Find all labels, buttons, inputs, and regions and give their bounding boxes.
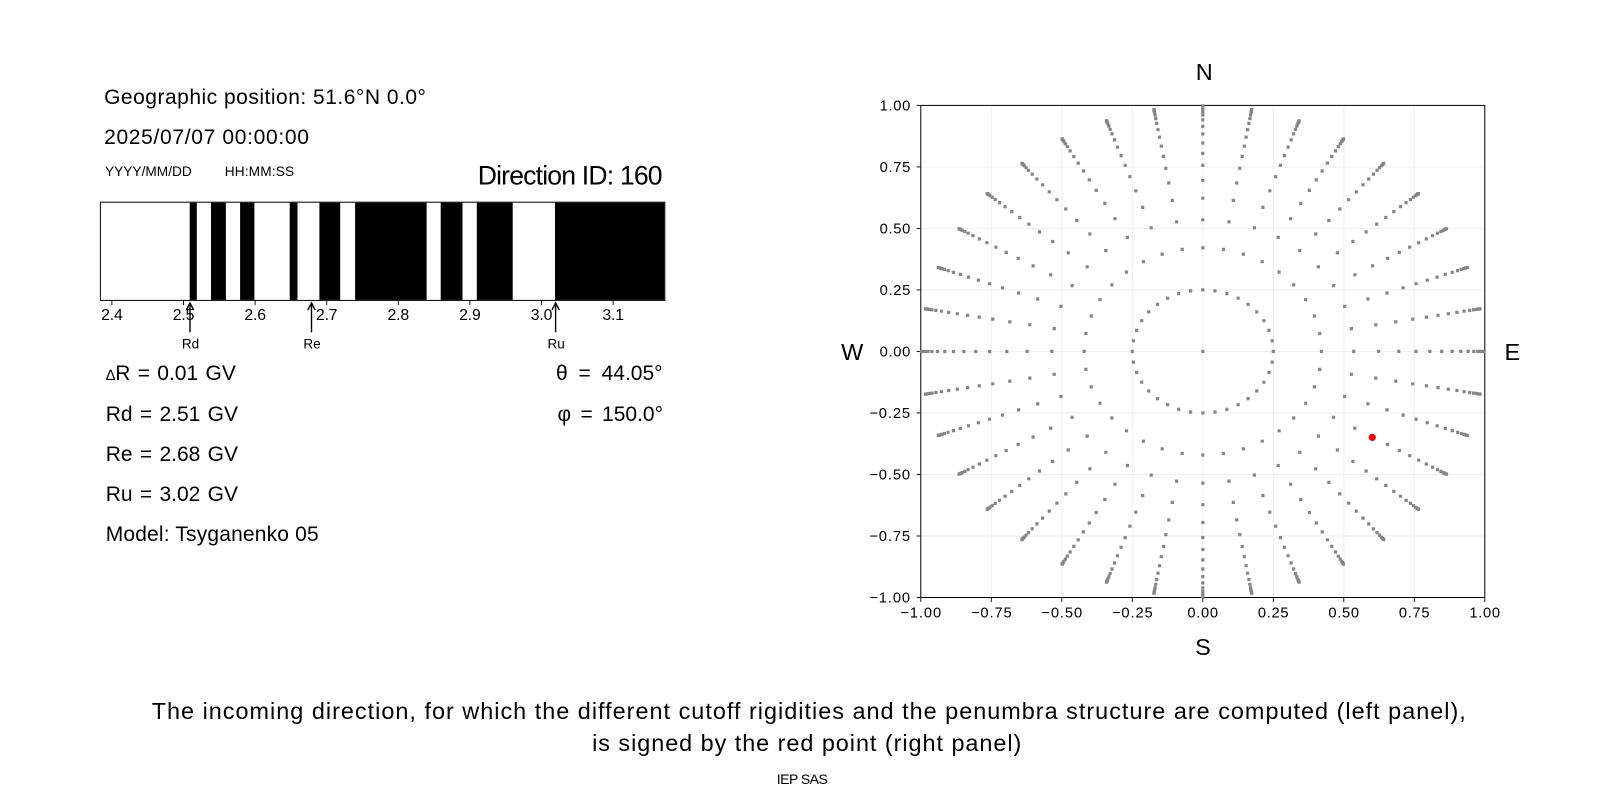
svg-text:0.25: 0.25 [880, 283, 911, 299]
svg-text:Rd: Rd [182, 337, 199, 352]
svg-text:0.75: 0.75 [880, 160, 911, 176]
svg-text:−0.25: −0.25 [1112, 606, 1154, 622]
svg-text:0.50: 0.50 [880, 222, 911, 238]
svg-text:1.00: 1.00 [1469, 606, 1500, 622]
svg-text:−1.00: −1.00 [900, 606, 942, 622]
svg-text:is signed by the red point (ri: is signed by the red point (right panel) [592, 730, 1022, 756]
svg-text:2025/07/07 00:00:00: 2025/07/07 00:00:00 [104, 126, 309, 149]
svg-text:−0.25: −0.25 [869, 406, 911, 422]
svg-text:IEP SAS: IEP SAS [777, 771, 828, 787]
svg-text:2.9: 2.9 [459, 307, 481, 324]
svg-text:∆R = 0.01 GV: ∆R = 0.01 GV [106, 362, 236, 385]
svg-text:Ru: Ru [547, 337, 564, 352]
svg-text:−0.75: −0.75 [869, 529, 911, 545]
svg-text:HH:MM:SS: HH:MM:SS [225, 164, 295, 179]
svg-text:3.0: 3.0 [531, 307, 553, 324]
svg-text:Model: Tsyganenko 05: Model: Tsyganenko 05 [106, 523, 319, 546]
svg-text:1.00: 1.00 [880, 99, 911, 115]
svg-text:The incoming direction, for wh: The incoming direction, for which the di… [152, 698, 1467, 724]
svg-text:Rd = 2.51 GV: Rd = 2.51 GV [106, 403, 238, 426]
svg-text:S: S [1195, 634, 1211, 660]
svg-text:0.50: 0.50 [1328, 606, 1359, 622]
svg-text:W: W [841, 339, 864, 365]
svg-text:YYYY/MM/DD: YYYY/MM/DD [105, 164, 192, 179]
svg-text:φ = 150.0°: φ = 150.0° [558, 403, 664, 426]
svg-text:2.7: 2.7 [316, 307, 338, 324]
svg-text:−0.75: −0.75 [971, 606, 1013, 622]
svg-text:2.8: 2.8 [388, 307, 410, 324]
svg-text:−1.00: −1.00 [869, 591, 911, 607]
svg-text:θ = 44.05°: θ = 44.05° [556, 362, 663, 385]
svg-text:Ru = 3.02 GV: Ru = 3.02 GV [106, 483, 238, 506]
svg-text:3.1: 3.1 [602, 307, 624, 324]
svg-text:0.00: 0.00 [1187, 606, 1218, 622]
svg-text:0.00: 0.00 [880, 345, 911, 361]
svg-text:Direction ID: 160: Direction ID: 160 [478, 161, 662, 191]
svg-text:0.25: 0.25 [1258, 606, 1289, 622]
svg-text:−0.50: −0.50 [1041, 606, 1083, 622]
svg-text:N: N [1196, 59, 1213, 85]
svg-text:Geographic position: 51.6°N 0.: Geographic position: 51.6°N 0.0° [104, 86, 426, 109]
svg-text:Re: Re [303, 337, 320, 352]
svg-text:2.4: 2.4 [101, 307, 123, 324]
svg-text:2.5: 2.5 [173, 307, 195, 324]
svg-text:2.6: 2.6 [244, 307, 266, 324]
svg-text:Re = 2.68 GV: Re = 2.68 GV [106, 443, 238, 466]
svg-text:0.75: 0.75 [1399, 606, 1430, 622]
svg-text:E: E [1505, 339, 1521, 365]
svg-text:−0.50: −0.50 [869, 468, 911, 484]
